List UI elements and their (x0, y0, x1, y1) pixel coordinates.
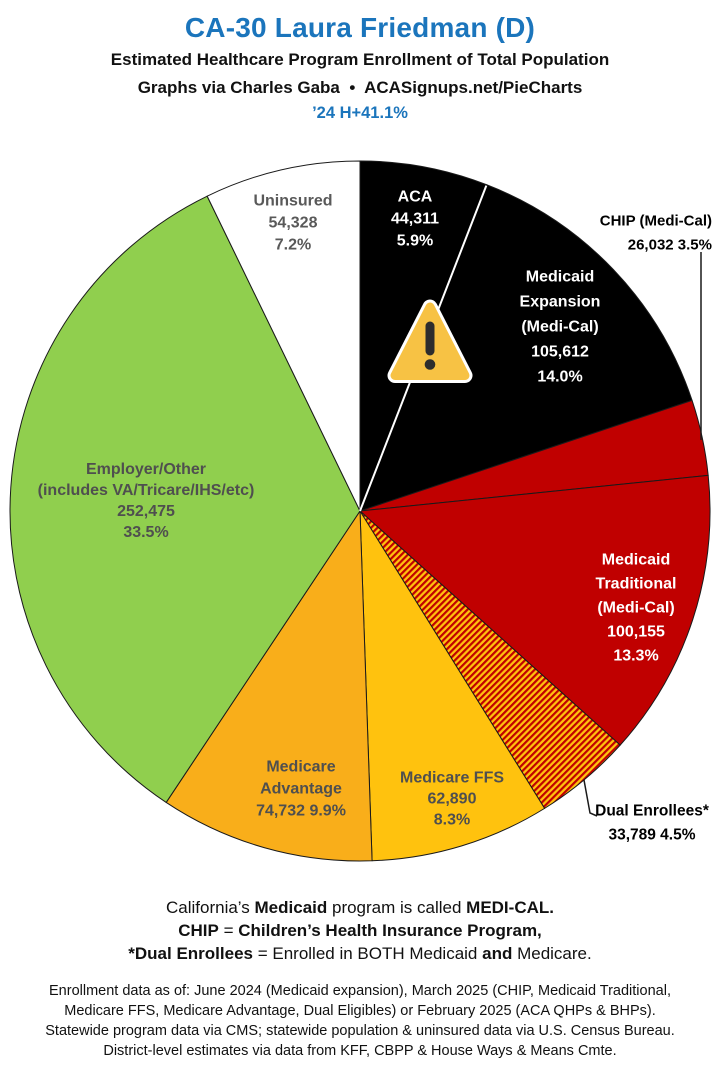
pie-label-medicare-advantage: Medicare Advantage 74,732 9.9% (256, 759, 346, 820)
pie-label-line: 33.5% (123, 524, 168, 541)
pie-label-medicaid-traditional: Medicaid Traditional (Medi-Cal) 100,155 13.3… (596, 552, 677, 665)
pie-label-medicaid-expansion: Medicaid Expansion (Medi-Cal) 105,612 14.0% (520, 269, 601, 386)
chart-subtitle: Estimated Healthcare Program Enrollment … (110, 50, 610, 69)
pie-label-line: (includes VA/Tricare/IHS/etc) (38, 482, 255, 499)
pie-label-line: 54,328 (269, 215, 318, 232)
pie-label-line: 8.3% (434, 812, 470, 829)
pie-slice-employer-other (9, 195, 361, 803)
pie-label-line: 44,311 (391, 211, 439, 228)
warning-triangle-icon (387, 299, 473, 383)
notes-block: California’s Medicaid program is called … (0, 896, 720, 965)
pie-label-line: Medicaid (602, 552, 670, 569)
warning-exclamation-dot (424, 359, 436, 370)
pie-label-line: Dual Enrollees* (595, 803, 710, 820)
pie-label-line: Uninsured (253, 193, 332, 210)
pie-label-line: 26,032 3.5% (628, 237, 712, 254)
pie-label-line: Traditional (596, 576, 677, 593)
pie-label-medicare-ffs: Medicare FFS 62,890 8.3% (400, 770, 504, 829)
pie-label-line: 252,475 (117, 503, 175, 520)
footer-line: Enrollment data as of: June 2024 (Medica… (49, 983, 671, 999)
pie-label-aca: ACA 44,311 5.9% (391, 189, 439, 250)
pie-slice-medicare-advantage (165, 510, 373, 862)
pie-slice-medicare-ffs (359, 510, 546, 862)
pie-label-uninsured: Uninsured 54,328 7.2% (253, 193, 332, 254)
pie-label-line: 100,155 (607, 624, 665, 641)
pie-label-line: Employer/Other (86, 461, 206, 478)
leader-line-dual-enrollees (583, 779, 598, 817)
note-line: California’s Medicaid program is called … (166, 898, 554, 917)
footer-line: District-level estimates via data from K… (103, 1043, 617, 1059)
pie-label-line: 5.9% (397, 233, 433, 250)
note-line: CHIP = Children’s Health Insurance Progr… (178, 921, 542, 940)
pie-label-chip: CHIP (Medi-Cal) 26,032 3.5% (600, 213, 712, 254)
pie-label-line: ACA (398, 189, 433, 206)
chart-byline: Graphs via Charles Gaba • ACASignups.net… (137, 78, 583, 97)
pie-label-line: (Medi-Cal) (597, 600, 674, 617)
pie-slice-uninsured (206, 160, 361, 512)
footer-line: Statewide program data via CMS; statewid… (45, 1023, 675, 1039)
pie-label-line: Advantage (260, 781, 342, 798)
note-line: *Dual Enrollees = Enrolled in BOTH Medic… (128, 944, 592, 963)
footer-line: Medicare FFS, Medicare Advantage, Dual E… (64, 1003, 656, 1019)
pie-label-line: 14.0% (537, 369, 582, 386)
pie-label-line: 74,732 9.9% (256, 803, 346, 820)
pie-label-line: (Medi-Cal) (521, 319, 598, 336)
pie-label-line: Medicaid (526, 269, 594, 286)
election-margin-label: ’24 H+41.1% (312, 104, 408, 122)
pie-slice-medicaid-traditional (359, 474, 711, 746)
page-title: CA-30 Laura Friedman (D) (184, 12, 536, 43)
pie-label-line: CHIP (Medi-Cal) (600, 213, 712, 230)
chart-header: CA-30 Laura Friedman (D) Estimated Healt… (0, 0, 720, 125)
pie-slices (9, 160, 711, 862)
pie-label-line: 13.3% (613, 648, 658, 665)
pie-label-line: 62,890 (428, 791, 477, 808)
pie-label-line: Medicare FFS (400, 770, 504, 787)
footer-block: Enrollment data as of: June 2024 (Medica… (0, 981, 720, 1061)
pie-label-line: Expansion (520, 294, 601, 311)
label-leader-lines (583, 252, 702, 817)
pie-label-employer-other: Employer/Other (includes VA/Tricare/IHS/e… (38, 461, 255, 541)
pie-label-dual-enrollees: Dual Enrollees* 33,789 4.5% (595, 803, 710, 844)
slice-labels: ACA 44,311 5.9% Medicaid Expansion (Medi-Cal)… (38, 189, 712, 844)
pie-label-line: 33,789 4.5% (608, 827, 695, 844)
pie-slice-medicaid-expansion (359, 184, 693, 512)
pie-label-line: Medicare (266, 759, 335, 776)
pie-label-line: 105,612 (531, 344, 589, 361)
pie-label-line: 7.2% (275, 237, 311, 254)
